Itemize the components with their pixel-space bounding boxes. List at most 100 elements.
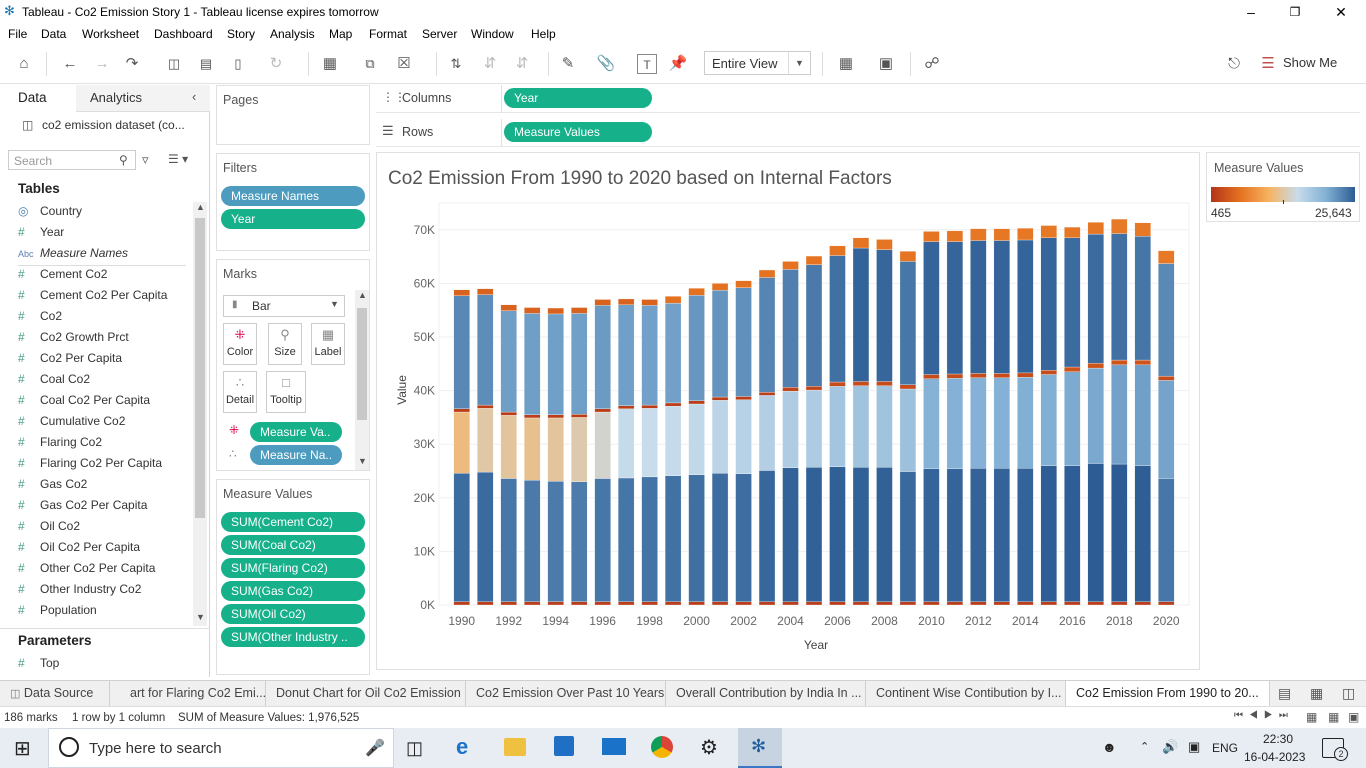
new-worksheet-icon[interactable]: ▦ xyxy=(322,55,338,72)
label-button[interactable]: ▦ Label xyxy=(311,323,345,365)
microphone-icon[interactable]: 🎤 xyxy=(365,740,385,757)
measure-pill-gas[interactable]: SUM(Gas Co2) xyxy=(221,581,365,601)
menu-server[interactable]: Server xyxy=(422,27,458,41)
menu-data[interactable]: Data xyxy=(41,27,67,41)
field-item[interactable]: # Cement Co2 xyxy=(18,267,107,281)
new-datasource-icon[interactable]: ▤ xyxy=(199,56,213,71)
pause-updates-icon[interactable]: ▯ xyxy=(234,56,242,71)
show-labels-icon[interactable]: T xyxy=(637,54,657,74)
people-icon[interactable]: ☻ xyxy=(1102,739,1117,755)
edge-icon[interactable]: e xyxy=(456,734,469,759)
tab-india-contribution[interactable]: Overall Contribution by India In ... xyxy=(666,681,866,707)
field-item[interactable]: # Oil Co2 Per Capita xyxy=(18,540,140,554)
group-icon[interactable]: 📎 xyxy=(596,55,616,72)
menu-map[interactable]: Map xyxy=(329,27,353,41)
search-input[interactable]: Search ⚲ xyxy=(8,150,136,170)
measure-pill-cement[interactable]: SUM(Cement Co2) xyxy=(221,512,365,532)
new-story-icon[interactable]: ◫ xyxy=(1342,685,1356,701)
minimize-button[interactable]: – xyxy=(1247,4,1255,20)
field-item[interactable]: # Population xyxy=(18,603,97,617)
show-me-icon[interactable]: ☰ xyxy=(1261,55,1275,72)
language-indicator[interactable]: ENG xyxy=(1212,741,1239,755)
measure-values-shelf[interactable]: Measure Values SUM(Cement Co2) SUM(Coal … xyxy=(216,479,370,675)
filter-pill-year[interactable]: Year xyxy=(221,209,365,229)
detail-button[interactable]: ∴ Detail xyxy=(223,371,257,413)
show-me-label[interactable]: Show Me xyxy=(1283,55,1338,70)
field-item[interactable]: # Co2 Per Capita xyxy=(18,351,122,365)
measure-pill-other-industry[interactable]: SUM(Other Industry .. xyxy=(221,627,365,647)
new-worksheet-icon[interactable]: ▤ xyxy=(1278,685,1292,701)
field-list-scrollbar[interactable]: ▲ ▼ xyxy=(193,202,207,626)
field-item[interactable]: # Coal Co2 xyxy=(18,372,90,386)
share-icon[interactable]: ☍ xyxy=(924,55,940,72)
home-icon[interactable]: ⌂ xyxy=(19,55,29,72)
view-list-icon[interactable]: ☰ ▾ xyxy=(168,152,189,166)
duplicate-sheet-icon[interactable]: ⧉ xyxy=(365,56,375,71)
menu-format[interactable]: Format xyxy=(369,27,408,41)
tab-data-source[interactable]: ◫ Data Source xyxy=(0,681,110,707)
datasource-name[interactable]: co2 emission dataset (co... xyxy=(42,118,185,132)
rows-pill-measure-values[interactable]: Measure Values xyxy=(504,122,652,142)
task-view-icon[interactable]: ◫ xyxy=(406,738,424,758)
field-item[interactable]: # Gas Co2 Per Capita xyxy=(18,498,147,512)
field-item[interactable]: Abc Measure Names xyxy=(18,246,128,260)
filter-icon[interactable]: ▿ xyxy=(142,152,149,167)
field-item[interactable]: # Cumulative Co2 xyxy=(18,414,125,428)
field-item[interactable]: ◎ Country xyxy=(18,204,82,218)
fix-axes-icon[interactable]: 📌 xyxy=(668,55,688,72)
replay-icon[interactable]: ↷ xyxy=(125,55,139,72)
tabs-view-icon[interactable]: ▣ xyxy=(1348,710,1360,724)
tab-flaring[interactable]: art for Flaring Co2 Emi... xyxy=(130,681,266,707)
marks-pill-measure-values[interactable]: Measure Va.. xyxy=(250,422,342,442)
filmstrip-icon[interactable]: ▦ xyxy=(1328,710,1340,724)
field-item[interactable]: # Flaring Co2 xyxy=(18,435,102,449)
windows-start-icon[interactable]: ⊞ xyxy=(14,738,31,760)
mail-icon[interactable] xyxy=(602,738,626,755)
field-item[interactable]: # Other Co2 Per Capita xyxy=(18,561,155,575)
color-button[interactable]: ⁜ Color xyxy=(223,323,257,365)
marks-pill-measure-names[interactable]: Measure Na.. xyxy=(250,445,342,465)
save-icon[interactable]: ◫ xyxy=(167,56,181,71)
marks-scrollbar[interactable]: ▲ ▼ xyxy=(355,290,369,470)
taskbar-search-input[interactable]: Type here to search 🎤 xyxy=(48,728,394,768)
new-dashboard-icon[interactable]: ▦ xyxy=(1310,685,1324,701)
clear-sheet-icon[interactable]: ☒ xyxy=(397,55,411,72)
refresh-icon[interactable]: ↻ xyxy=(269,55,283,72)
field-item[interactable]: # Gas Co2 xyxy=(18,477,87,491)
format-painter-icon[interactable]: ⎋ xyxy=(1228,55,1240,72)
field-item[interactable]: # Co2 Growth Prct xyxy=(18,330,129,344)
collapse-pane-icon[interactable]: ‹ xyxy=(192,89,197,104)
clock-time[interactable]: 22:30 xyxy=(1263,732,1294,746)
size-button[interactable]: ⚲ Size xyxy=(268,323,302,365)
measure-pill-coal[interactable]: SUM(Coal Co2) xyxy=(221,535,365,555)
field-item[interactable]: # Flaring Co2 Per Capita xyxy=(18,456,162,470)
notifications-icon[interactable]: 2 xyxy=(1322,738,1348,761)
measure-pill-flaring[interactable]: SUM(Flaring Co2) xyxy=(221,558,365,578)
tab-continent-wise[interactable]: Continent Wise Contibution by I... xyxy=(866,681,1066,707)
rows-shelf[interactable]: ☰ Rows Measure Values xyxy=(376,119,1360,147)
measure-pill-oil[interactable]: SUM(Oil Co2) xyxy=(221,604,365,624)
presentation-mode-icon[interactable]: ▣ xyxy=(878,55,894,72)
settings-gear-icon[interactable]: ⚙ xyxy=(700,737,718,759)
volume-icon[interactable]: 🔊 xyxy=(1162,739,1179,754)
pages-shelf[interactable]: Pages xyxy=(216,85,370,145)
tab-donut-oil[interactable]: Donut Chart for Oil Co2 Emission xyxy=(266,681,466,707)
menu-help[interactable]: Help xyxy=(531,27,556,41)
clock-date[interactable]: 16-04-2023 xyxy=(1244,750,1306,764)
restore-button[interactable]: ❐ xyxy=(1289,5,1301,19)
swap-rows-columns-icon[interactable]: ⇅ xyxy=(450,56,462,71)
store-icon[interactable] xyxy=(554,736,574,756)
sort-ascending-icon[interactable]: ⇵ xyxy=(483,55,497,72)
mark-type-select[interactable]: ▮ Bar ▼ xyxy=(223,295,345,317)
tab-data[interactable]: Data xyxy=(0,85,76,112)
menu-dashboard[interactable]: Dashboard xyxy=(154,27,213,41)
file-explorer-icon[interactable] xyxy=(504,738,526,756)
menu-file[interactable]: File xyxy=(8,27,28,41)
tab-past-10-years[interactable]: Co2 Emission Over Past 10 Years xyxy=(466,681,666,707)
field-item[interactable]: # Year xyxy=(18,225,64,239)
highlight-icon[interactable]: ✎ xyxy=(561,55,575,72)
menu-analysis[interactable]: Analysis xyxy=(270,27,315,41)
field-item[interactable]: # Cement Co2 Per Capita xyxy=(18,288,167,302)
columns-pill-year[interactable]: Year xyxy=(504,88,652,108)
cards-icon[interactable]: ▦ xyxy=(838,55,854,72)
